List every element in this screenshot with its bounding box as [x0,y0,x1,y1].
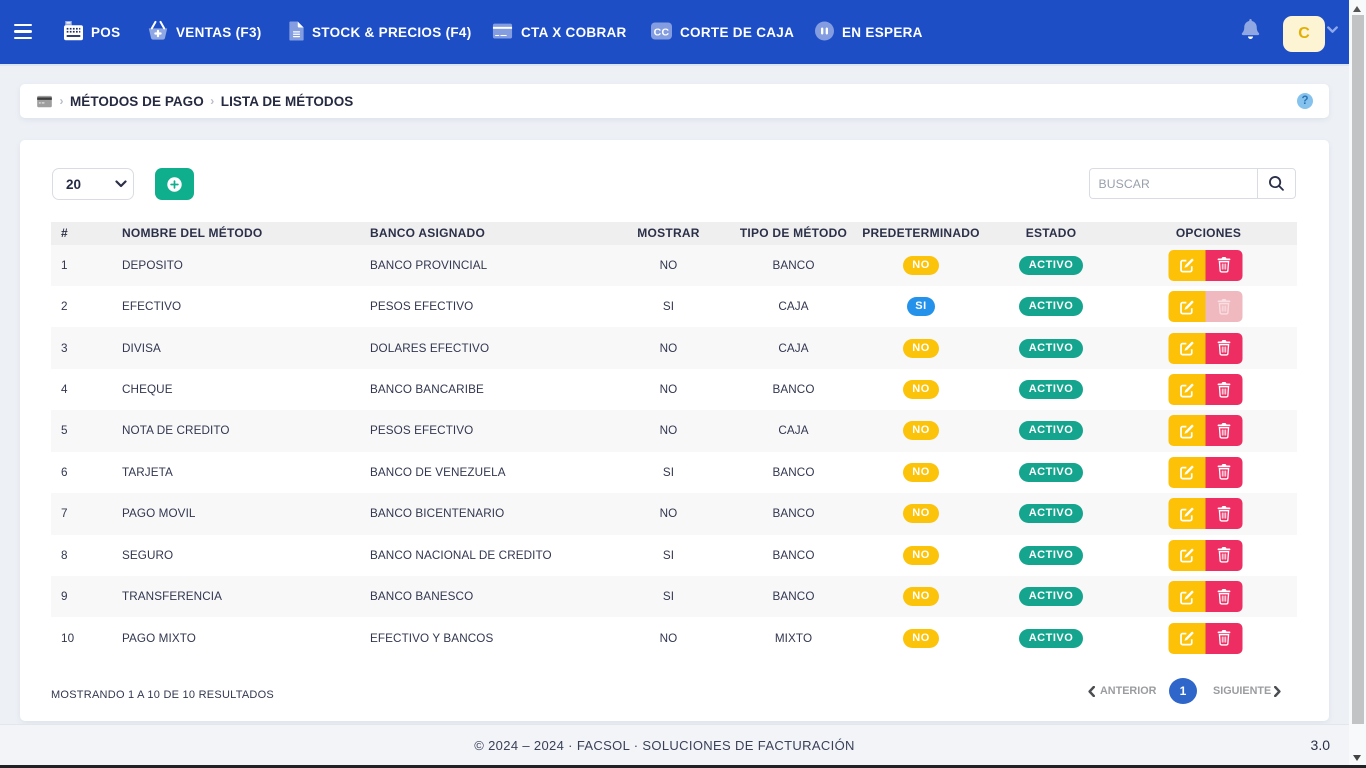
svg-text:CC: CC [654,26,670,38]
